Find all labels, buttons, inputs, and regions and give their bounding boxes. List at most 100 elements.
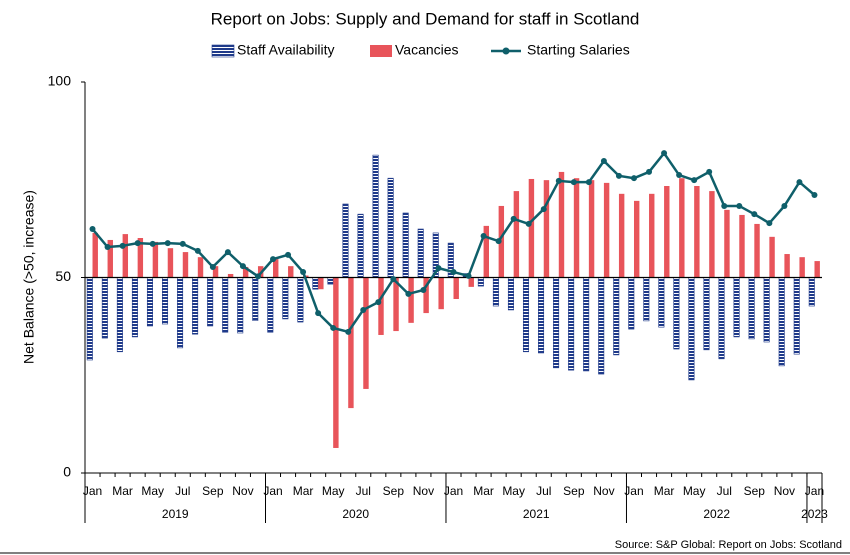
year-label: 2019: [162, 507, 189, 521]
bar: [297, 277, 304, 323]
year-label: 2020: [342, 507, 369, 521]
bar: [267, 277, 274, 333]
bar: [86, 277, 93, 361]
bar: [101, 277, 108, 339]
year-label: 2021: [523, 507, 550, 521]
bar: [387, 177, 394, 278]
bar: [107, 239, 113, 278]
bar: [784, 254, 790, 278]
bar: [227, 273, 234, 278]
x-tick-label: Nov: [232, 484, 253, 498]
year-label: 2022: [703, 507, 730, 521]
bar: [212, 266, 219, 278]
bar: [568, 277, 575, 371]
bar: [543, 180, 550, 278]
bar: [417, 228, 424, 278]
bar: [673, 277, 680, 350]
bar: [242, 266, 249, 278]
bar: [197, 257, 204, 278]
bar: [237, 277, 244, 334]
line-point: [390, 276, 397, 283]
bar: [618, 193, 625, 278]
line-point: [721, 202, 728, 209]
legend-swatch: [211, 44, 235, 58]
line-point: [134, 240, 141, 247]
legend-swatch: [502, 47, 510, 55]
bar: [688, 277, 695, 381]
legend-label: Starting Salaries: [527, 42, 630, 58]
bar: [528, 178, 535, 278]
bar: [739, 214, 745, 278]
x-tick-label: Jul: [717, 484, 732, 498]
line-point: [796, 179, 803, 186]
bar: [318, 277, 324, 290]
bar: [603, 182, 610, 278]
bar: [799, 257, 805, 278]
line-point: [691, 177, 698, 184]
line-point: [751, 211, 758, 218]
bar: [372, 154, 379, 278]
bar: [177, 277, 184, 349]
line-point: [676, 172, 683, 179]
bar: [468, 277, 474, 287]
bar: [273, 259, 279, 278]
y-tick-label: 100: [48, 73, 72, 89]
x-tick-label: Sep: [744, 484, 766, 498]
bar: [438, 277, 444, 310]
bar: [182, 252, 189, 278]
bar: [628, 277, 635, 330]
bar: [754, 223, 760, 278]
bar: [378, 277, 384, 335]
x-tick-label: Sep: [383, 484, 405, 498]
bar: [167, 248, 174, 278]
line-point: [300, 269, 307, 276]
line-point: [179, 240, 186, 247]
x-tick-label: May: [683, 484, 706, 498]
year-label: 2023: [801, 507, 828, 521]
bar: [192, 277, 199, 335]
bar: [477, 277, 484, 287]
bar: [709, 191, 715, 278]
bar: [522, 277, 530, 353]
line-point: [630, 175, 637, 182]
line-point: [736, 202, 743, 209]
bar: [116, 277, 123, 353]
y-tick-label: 50: [55, 268, 71, 284]
line-point: [706, 168, 713, 175]
line-point: [164, 240, 171, 247]
bar: [658, 277, 665, 328]
bar: [633, 200, 640, 278]
bar: [808, 277, 815, 307]
bar: [312, 277, 319, 290]
bar: [408, 277, 414, 323]
bar: [507, 277, 514, 311]
chart-title: Report on Jobs: Supply and Demand for st…: [211, 9, 640, 28]
line-point: [450, 269, 457, 276]
line-point: [149, 240, 156, 247]
bar: [513, 191, 520, 278]
bar: [793, 277, 800, 355]
bar: [333, 277, 339, 448]
bar: [694, 186, 700, 278]
line-point: [239, 263, 246, 270]
x-tick-label: Nov: [774, 484, 795, 498]
bar: [573, 178, 580, 278]
bar: [92, 232, 98, 278]
line-point: [495, 238, 502, 245]
line-point: [661, 150, 668, 157]
x-tick-label: May: [322, 484, 345, 498]
bar: [453, 277, 459, 300]
bar: [131, 277, 138, 338]
bar: [348, 277, 354, 409]
bar: [583, 277, 590, 372]
line-point: [811, 191, 818, 198]
bar: [769, 236, 775, 278]
y-axis-label: Net Balance (>50, increase): [21, 190, 37, 364]
line-point: [615, 172, 622, 179]
bar: [137, 238, 144, 278]
bar: [402, 212, 409, 278]
bar: [357, 213, 364, 278]
bar: [288, 266, 294, 278]
line-point: [375, 299, 382, 306]
